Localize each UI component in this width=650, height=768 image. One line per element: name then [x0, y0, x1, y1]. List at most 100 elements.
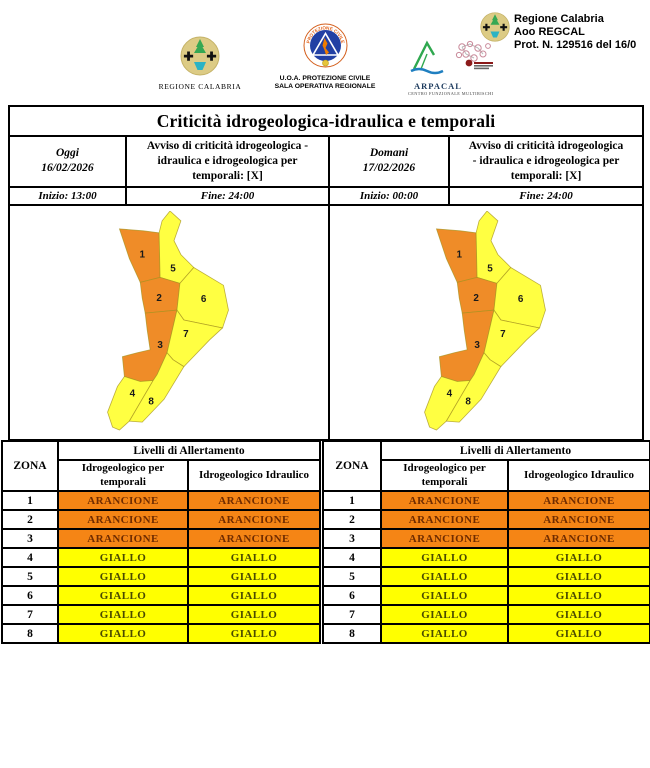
zona-header: ZONA — [1, 440, 59, 492]
uoa-line1: U.O.A. PROTEZIONE CIVILE — [279, 75, 371, 82]
svg-text:✚: ✚ — [483, 22, 491, 32]
svg-text:7: 7 — [500, 329, 506, 340]
level-value: GIALLO — [187, 566, 321, 587]
today-map-cell: 1 2 3 4 5 6 7 8 — [8, 203, 330, 441]
regione-calabria-logo: ✚ ✚ REGIONE CALABRIA — [158, 36, 242, 91]
table-row: 6 GIALLO GIALLO — [322, 585, 650, 606]
table-row: 1 ARANCIONE ARANCIONE — [1, 490, 321, 511]
zone-labels: 1 2 3 4 5 6 7 8 — [129, 249, 206, 407]
today-end-cell: Fine: 24:00 — [125, 185, 330, 206]
level-value: ARANCIONE — [187, 509, 321, 530]
protezione-civile-badge-icon: PROTEZIONE CIVILE Regione Calabria — [303, 23, 348, 72]
col-idraulico-header: Idrogeologico Idraulico — [187, 459, 321, 492]
table-row: 5 GIALLO GIALLO — [1, 566, 321, 587]
table-row: 1 ARANCIONE ARANCIONE — [322, 490, 650, 511]
svg-text:✚: ✚ — [206, 50, 216, 64]
table-row: 4 GIALLO GIALLO — [322, 547, 650, 568]
level-value: ARANCIONE — [57, 509, 189, 530]
arpacal-label: ARPACAL — [414, 81, 462, 91]
svg-text:3: 3 — [157, 340, 163, 351]
today-notice-cell: Avviso di criticità idrogeologica - idra… — [125, 135, 330, 188]
col-idraulico-header: Idrogeologico Idraulico — [507, 459, 650, 492]
levels-header: Livelli di Allertamento — [57, 440, 321, 461]
criticita-table: Criticità idrogeologica-idraulica e temp… — [7, 105, 645, 441]
uoa-line2: SALA OPERATIVA REGIONALE — [274, 83, 376, 91]
protocol-stamp: ✚ ✚ Regione Calabria Aoo REGCAL Prot. N.… — [480, 12, 650, 52]
svg-text:7: 7 — [183, 329, 189, 340]
arpacal-sublabel: CENTRO FUNZIONALE MULTIRISCHI — [408, 91, 494, 96]
level-value: GIALLO — [57, 623, 189, 644]
zone-labels: 1 2 3 4 5 6 7 8 — [446, 249, 523, 407]
level-value: GIALLO — [380, 566, 509, 587]
svg-text:6: 6 — [517, 294, 523, 305]
arpacal-peak-icon — [408, 38, 450, 81]
protezione-civile-logo: PROTEZIONE CIVILE Regione Calabria U.O.A… — [266, 23, 384, 91]
level-value: GIALLO — [380, 585, 509, 606]
calabria-zones-map-today: 1 2 3 4 5 6 7 8 — [106, 210, 229, 431]
svg-text:6: 6 — [200, 294, 206, 305]
table-row: 6 GIALLO GIALLO — [1, 585, 321, 606]
table-row: 2 ARANCIONE ARANCIONE — [322, 509, 650, 530]
protocol-line1: Regione Calabria — [514, 13, 604, 25]
tomorrow-map-cell: 1 2 3 4 5 6 7 8 — [327, 203, 645, 441]
level-value: GIALLO — [187, 547, 321, 568]
table-row: 8 GIALLO GIALLO — [322, 623, 650, 644]
svg-text:✚: ✚ — [183, 50, 193, 64]
svg-text:2: 2 — [156, 293, 162, 304]
level-value: GIALLO — [57, 585, 189, 606]
level-value: ARANCIONE — [57, 528, 189, 549]
tomorrow-start-cell: Inizio: 00:00 — [328, 185, 450, 206]
table-row: 3 ARANCIONE ARANCIONE — [1, 528, 321, 549]
level-value: GIALLO — [57, 547, 189, 568]
regione-calabria-emblem-small-icon: ✚ ✚ — [480, 12, 510, 52]
today-day-cell: Oggi 16/02/2026 — [8, 135, 127, 188]
calabria-zones-map-tomorrow: 1 2 3 4 5 6 7 8 — [423, 210, 546, 431]
regione-calabria-emblem-icon: ✚ ✚ — [180, 36, 220, 80]
table-row: 7 GIALLO GIALLO — [322, 604, 650, 625]
level-value: GIALLO — [507, 604, 650, 625]
level-value: ARANCIONE — [507, 528, 650, 549]
arpacal-logo: ARPACAL CENTRO FUNZIONALE MULTIRISCHI — [408, 38, 518, 96]
alert-levels-table-today: ZONA Livelli di Allertamento Idrogeologi… — [1, 440, 321, 644]
level-value: GIALLO — [57, 566, 189, 587]
table-row: 5 GIALLO GIALLO — [322, 566, 650, 587]
level-value: GIALLO — [380, 604, 509, 625]
tomorrow-day-cell: Domani 17/02/2026 — [328, 135, 450, 188]
level-value: GIALLO — [380, 623, 509, 644]
col-temporali-header: Idrogeologico per temporali — [380, 459, 509, 492]
table-row: 3 ARANCIONE ARANCIONE — [322, 528, 650, 549]
svg-text:4: 4 — [446, 388, 452, 399]
level-value: GIALLO — [507, 623, 650, 644]
level-value: ARANCIONE — [507, 490, 650, 511]
svg-text:8: 8 — [148, 396, 154, 407]
tomorrow-end-cell: Fine: 24:00 — [447, 185, 645, 206]
level-value: GIALLO — [380, 547, 509, 568]
alert-levels-table-tomorrow: ZONA Livelli di Allertamento Idrogeologi… — [322, 440, 650, 644]
table-row: 2 ARANCIONE ARANCIONE — [1, 509, 321, 530]
molecule-icon — [450, 38, 496, 83]
level-value: ARANCIONE — [187, 490, 321, 511]
level-value: GIALLO — [187, 623, 321, 644]
col-temporali-header: Idrogeologico per temporali — [57, 459, 189, 492]
level-value: GIALLO — [57, 604, 189, 625]
level-value: GIALLO — [187, 604, 321, 625]
levels-header: Livelli di Allertamento — [380, 440, 650, 461]
level-value: ARANCIONE — [507, 509, 650, 530]
level-value: ARANCIONE — [57, 490, 189, 511]
level-value: ARANCIONE — [380, 490, 509, 511]
svg-text:✚: ✚ — [500, 22, 508, 32]
svg-text:1: 1 — [456, 249, 462, 260]
svg-text:8: 8 — [465, 396, 471, 407]
level-value: ARANCIONE — [380, 509, 509, 530]
today-start-cell: Inizio: 13:00 — [8, 185, 127, 206]
svg-text:4: 4 — [129, 388, 135, 399]
bulletin-title: Criticità idrogeologica-idraulica e temp… — [7, 105, 645, 137]
level-value: ARANCIONE — [187, 528, 321, 549]
level-value: ARANCIONE — [380, 528, 509, 549]
level-value: GIALLO — [187, 585, 321, 606]
svg-text:1: 1 — [139, 249, 145, 260]
level-value: GIALLO — [507, 585, 650, 606]
protocol-line2: Aoo REGCAL — [514, 25, 585, 38]
regione-calabria-label: REGIONE CALABRIA — [158, 82, 242, 91]
